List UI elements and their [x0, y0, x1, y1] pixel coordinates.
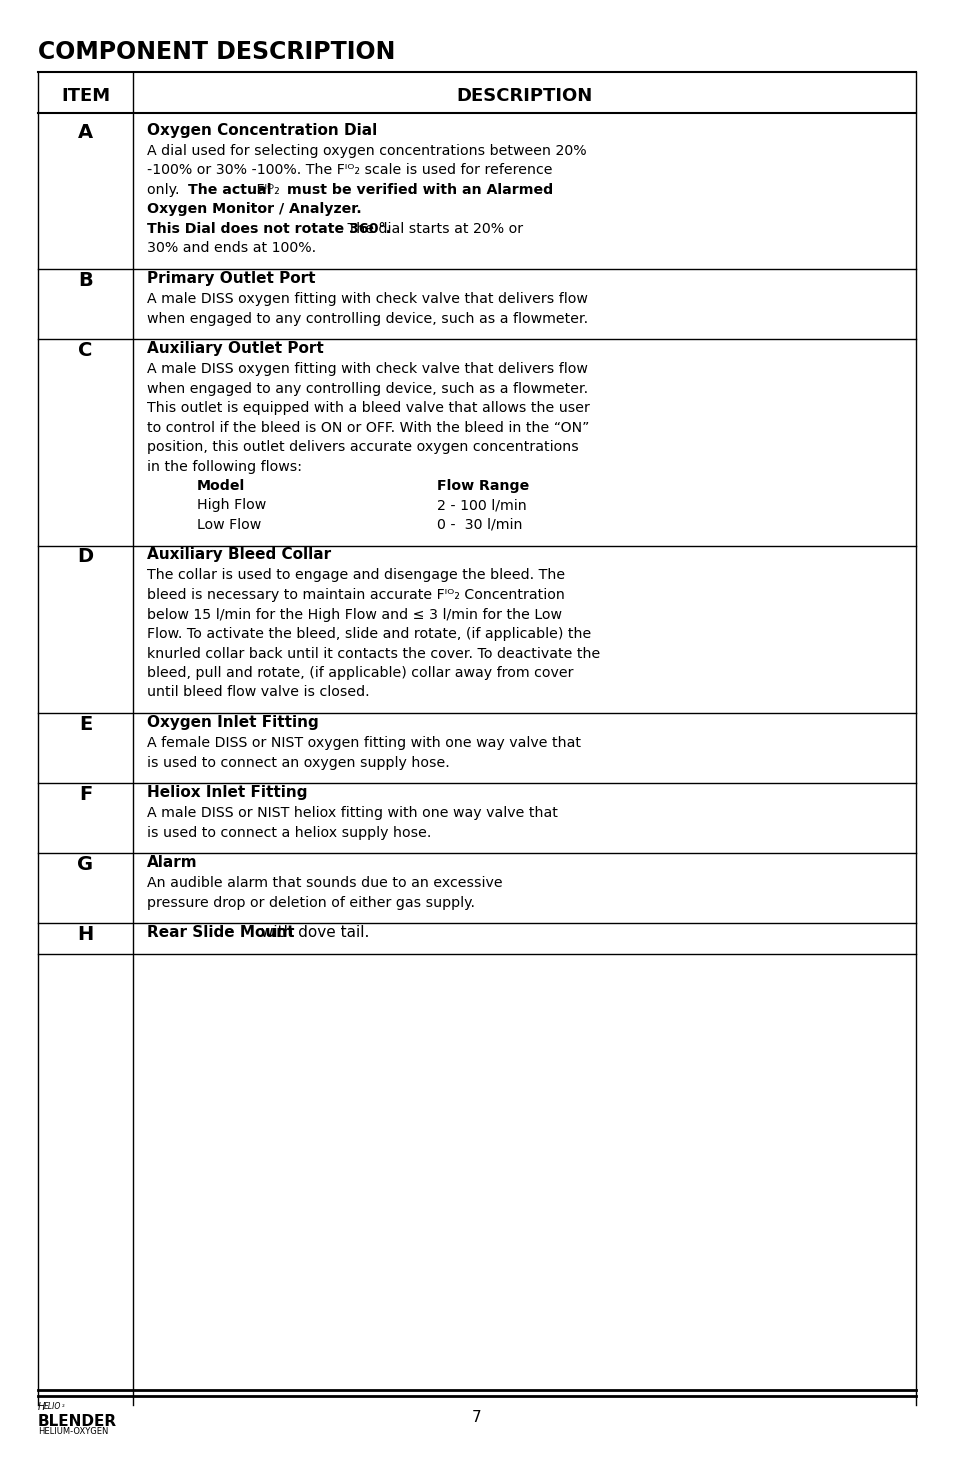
Text: below 15 l/min for the High Flow and ≤ 3 l/min for the Low: below 15 l/min for the High Flow and ≤ 3… — [147, 608, 561, 621]
Text: is used to connect an oxygen supply hose.: is used to connect an oxygen supply hose… — [147, 755, 449, 770]
Text: E: E — [79, 715, 92, 735]
Text: BLENDER: BLENDER — [38, 1415, 117, 1429]
Text: Low Flow: Low Flow — [196, 518, 261, 532]
Text: The collar is used to engage and disengage the bleed. The: The collar is used to engage and disenga… — [147, 568, 564, 583]
Text: The dial starts at 20% or: The dial starts at 20% or — [343, 223, 522, 236]
Text: The actual: The actual — [188, 183, 272, 198]
Text: 2 - 100 l/min: 2 - 100 l/min — [436, 499, 526, 512]
Text: A female DISS or NIST oxygen fitting with one way valve that: A female DISS or NIST oxygen fitting wit… — [147, 736, 580, 749]
Text: Heliox Inlet Fitting: Heliox Inlet Fitting — [147, 785, 307, 799]
Text: until bleed flow valve is closed.: until bleed flow valve is closed. — [147, 686, 369, 699]
Text: when engaged to any controlling device, such as a flowmeter.: when engaged to any controlling device, … — [147, 311, 587, 326]
Text: when engaged to any controlling device, such as a flowmeter.: when engaged to any controlling device, … — [147, 382, 587, 395]
Text: with dove tail.: with dove tail. — [255, 925, 369, 940]
Text: position, this outlet delivers accurate oxygen concentrations: position, this outlet delivers accurate … — [147, 440, 578, 454]
Text: -100% or 30% -100%. The Fᴵᴼ₂ scale is used for reference: -100% or 30% -100%. The Fᴵᴼ₂ scale is us… — [147, 164, 552, 177]
Text: Auxiliary Bleed Collar: Auxiliary Bleed Collar — [147, 547, 331, 562]
Text: 0 -  30 l/min: 0 - 30 l/min — [436, 518, 522, 532]
Text: bleed, pull and rotate, (if applicable) collar away from cover: bleed, pull and rotate, (if applicable) … — [147, 667, 573, 680]
Text: HELIUM-OXYGEN: HELIUM-OXYGEN — [38, 1426, 109, 1437]
Text: H: H — [77, 925, 93, 944]
Text: B: B — [78, 271, 92, 291]
Text: Auxiliary Outlet Port: Auxiliary Outlet Port — [147, 341, 323, 355]
Text: D: D — [77, 547, 93, 566]
Text: Flow Range: Flow Range — [436, 479, 529, 493]
Text: is used to connect a heliox supply hose.: is used to connect a heliox supply hose. — [147, 826, 431, 839]
Text: H: H — [38, 1403, 46, 1412]
Text: bleed is necessary to maintain accurate Fᴵᴼ₂ Concentration: bleed is necessary to maintain accurate … — [147, 589, 564, 602]
Text: ₂: ₂ — [62, 1403, 65, 1409]
Text: Fᴵᴼ₂: Fᴵᴼ₂ — [252, 183, 284, 198]
Text: A dial used for selecting oxygen concentrations between 20%: A dial used for selecting oxygen concent… — [147, 145, 586, 158]
Text: A male DISS or NIST heliox fitting with one way valve that: A male DISS or NIST heliox fitting with … — [147, 805, 558, 820]
Text: in the following flows:: in the following flows: — [147, 460, 302, 473]
Text: knurled collar back until it contacts the cover. To deactivate the: knurled collar back until it contacts th… — [147, 646, 599, 661]
Text: Primary Outlet Port: Primary Outlet Port — [147, 271, 315, 286]
Text: must be verified with an Alarmed: must be verified with an Alarmed — [287, 183, 553, 198]
Text: only.: only. — [147, 183, 189, 198]
Text: A: A — [78, 122, 93, 142]
Text: G: G — [77, 855, 93, 875]
Text: 7: 7 — [472, 1410, 481, 1425]
Text: Oxygen Monitor / Analyzer.: Oxygen Monitor / Analyzer. — [147, 202, 361, 217]
Text: ITEM: ITEM — [61, 87, 110, 105]
Text: pressure drop or deletion of either gas supply.: pressure drop or deletion of either gas … — [147, 895, 475, 910]
Text: Rear Slide Mount: Rear Slide Mount — [147, 925, 294, 940]
Text: 30% and ends at 100%.: 30% and ends at 100%. — [147, 242, 315, 255]
Text: An audible alarm that sounds due to an excessive: An audible alarm that sounds due to an e… — [147, 876, 502, 889]
Text: Alarm: Alarm — [147, 855, 197, 870]
Text: F: F — [79, 785, 92, 804]
Text: to control if the bleed is ON or OFF. With the bleed in the “ON”: to control if the bleed is ON or OFF. Wi… — [147, 420, 589, 435]
Text: ELIO: ELIO — [44, 1403, 61, 1412]
Text: DESCRIPTION: DESCRIPTION — [456, 87, 592, 105]
Text: This outlet is equipped with a bleed valve that allows the user: This outlet is equipped with a bleed val… — [147, 401, 589, 414]
Text: C: C — [78, 341, 92, 360]
Text: Oxygen Inlet Fitting: Oxygen Inlet Fitting — [147, 715, 318, 730]
Text: This Dial does not rotate 360°.: This Dial does not rotate 360°. — [147, 223, 391, 236]
Text: High Flow: High Flow — [196, 499, 266, 512]
Text: Model: Model — [196, 479, 245, 493]
Text: Oxygen Concentration Dial: Oxygen Concentration Dial — [147, 122, 376, 139]
Text: COMPONENT DESCRIPTION: COMPONENT DESCRIPTION — [38, 40, 395, 63]
Text: A male DISS oxygen fitting with check valve that delivers flow: A male DISS oxygen fitting with check va… — [147, 292, 587, 305]
Text: Flow. To activate the bleed, slide and rotate, (if applicable) the: Flow. To activate the bleed, slide and r… — [147, 627, 591, 642]
Text: A male DISS oxygen fitting with check valve that delivers flow: A male DISS oxygen fitting with check va… — [147, 361, 587, 376]
